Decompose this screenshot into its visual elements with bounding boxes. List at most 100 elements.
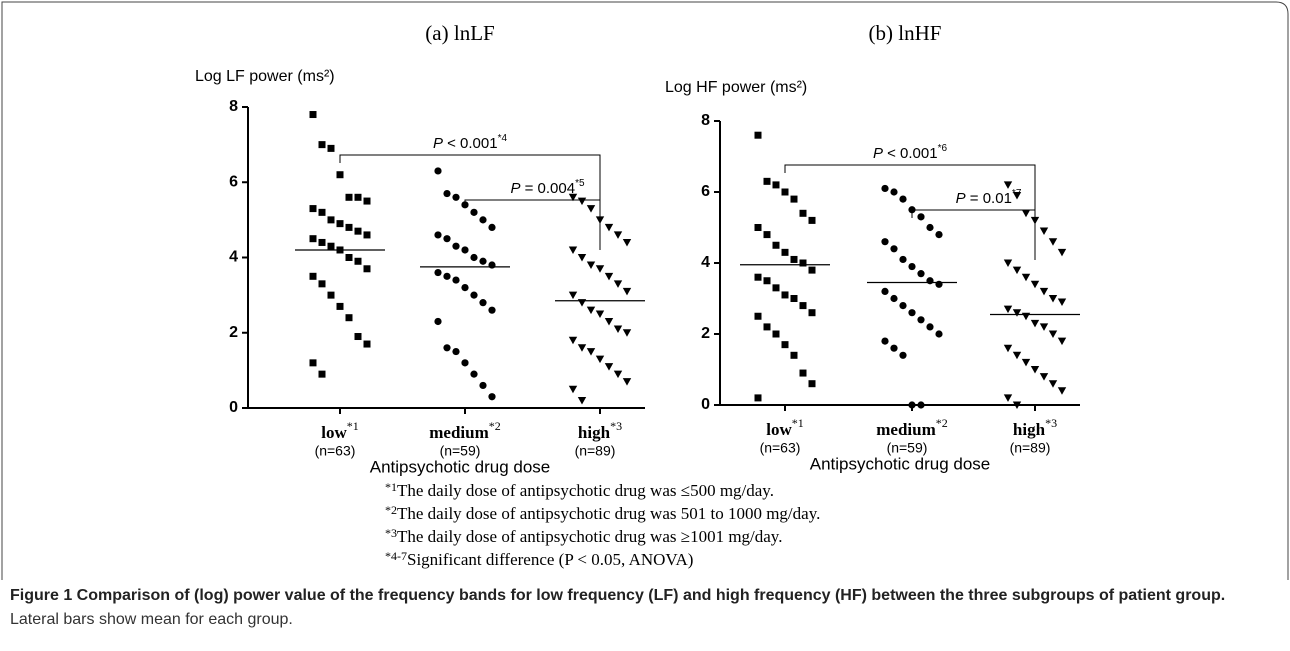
- point: [577, 254, 587, 262]
- point: [935, 280, 943, 288]
- point: [309, 111, 317, 119]
- point: [604, 363, 614, 371]
- point: [577, 197, 587, 206]
- y-tick-label: 2: [701, 325, 710, 342]
- point: [1012, 192, 1022, 200]
- point: [318, 370, 326, 378]
- point: [354, 257, 362, 265]
- point: [935, 231, 943, 239]
- point: [1039, 323, 1049, 331]
- bracket: [464, 199, 601, 250]
- point: [1003, 394, 1013, 402]
- point: [754, 273, 762, 281]
- point: [935, 330, 943, 338]
- point: [488, 306, 496, 314]
- frame: [1, 1, 1289, 580]
- point: [622, 238, 632, 247]
- point: [327, 291, 335, 299]
- x-tick-label: low*1: [766, 416, 804, 439]
- footnote: *2The daily dose of antipsychotic drug w…: [385, 503, 820, 523]
- point: [890, 245, 898, 253]
- y-tick-label: 8: [701, 112, 710, 129]
- chart-title: (b) lnHF: [869, 21, 942, 45]
- point: [452, 347, 460, 356]
- point: [479, 299, 487, 307]
- point: [470, 291, 478, 299]
- point: [917, 401, 925, 409]
- point: [568, 246, 578, 254]
- x-tick-label: high*3: [578, 419, 622, 442]
- point: [577, 396, 587, 405]
- point: [327, 144, 335, 152]
- point: [917, 213, 925, 221]
- point: [318, 238, 326, 246]
- bracket: [911, 209, 1036, 260]
- point: [604, 272, 614, 281]
- point: [363, 265, 371, 273]
- point: [622, 329, 632, 337]
- point: [327, 242, 335, 250]
- category: medium: [876, 420, 936, 439]
- point: [799, 302, 807, 310]
- annotation: P = 0.004*5: [510, 178, 585, 197]
- point: [881, 287, 889, 295]
- point: [808, 309, 816, 317]
- category-count: (n=63): [760, 440, 801, 456]
- point: [1012, 309, 1022, 317]
- y-axis-label: Log LF power (ms²): [195, 68, 335, 85]
- point: [595, 355, 605, 364]
- point: [452, 193, 460, 201]
- point: [763, 177, 771, 185]
- point: [354, 333, 362, 341]
- point: [452, 276, 460, 284]
- point: [1003, 181, 1013, 189]
- category-note: *2: [936, 416, 948, 430]
- category: low: [321, 423, 347, 442]
- point: [443, 235, 451, 243]
- point: [917, 270, 925, 278]
- point: [1039, 287, 1049, 296]
- annotation-p: P: [433, 135, 443, 152]
- footnote-text: The daily dose of antipsychotic drug was…: [397, 527, 782, 546]
- x-tick-label: medium*2: [876, 416, 948, 439]
- point: [434, 167, 442, 175]
- point: [595, 265, 605, 273]
- point: [452, 242, 460, 250]
- annotation-label: = 0.004: [520, 180, 575, 197]
- annotation-p: P: [873, 145, 883, 162]
- point: [772, 284, 780, 292]
- point: [899, 195, 907, 203]
- point: [318, 141, 326, 149]
- footnote-mark: *4-7: [385, 549, 407, 563]
- point: [881, 184, 889, 193]
- point: [790, 195, 798, 203]
- point: [754, 394, 762, 402]
- point: [586, 205, 596, 213]
- point: [461, 246, 469, 254]
- point: [345, 193, 353, 201]
- point: [926, 323, 934, 331]
- point: [890, 188, 898, 196]
- point: [318, 208, 326, 216]
- annotation-label: < 0.001: [883, 145, 938, 162]
- category: medium: [429, 423, 489, 442]
- footnote: *3The daily dose of antipsychotic drug w…: [385, 526, 782, 546]
- point: [336, 220, 344, 228]
- point: [434, 231, 442, 239]
- point: [309, 272, 317, 280]
- point: [479, 381, 487, 390]
- point: [799, 369, 807, 377]
- annotation-label: < 0.001: [443, 135, 498, 152]
- point: [1048, 330, 1058, 338]
- point: [613, 325, 623, 333]
- point: [434, 268, 442, 277]
- bracket: [784, 164, 1036, 215]
- footnote: *1The daily dose of antipsychotic drug w…: [385, 480, 774, 500]
- point: [881, 238, 889, 246]
- point: [799, 259, 807, 267]
- point: [461, 359, 469, 367]
- point: [890, 294, 898, 303]
- point: [1021, 273, 1031, 282]
- point: [443, 189, 451, 198]
